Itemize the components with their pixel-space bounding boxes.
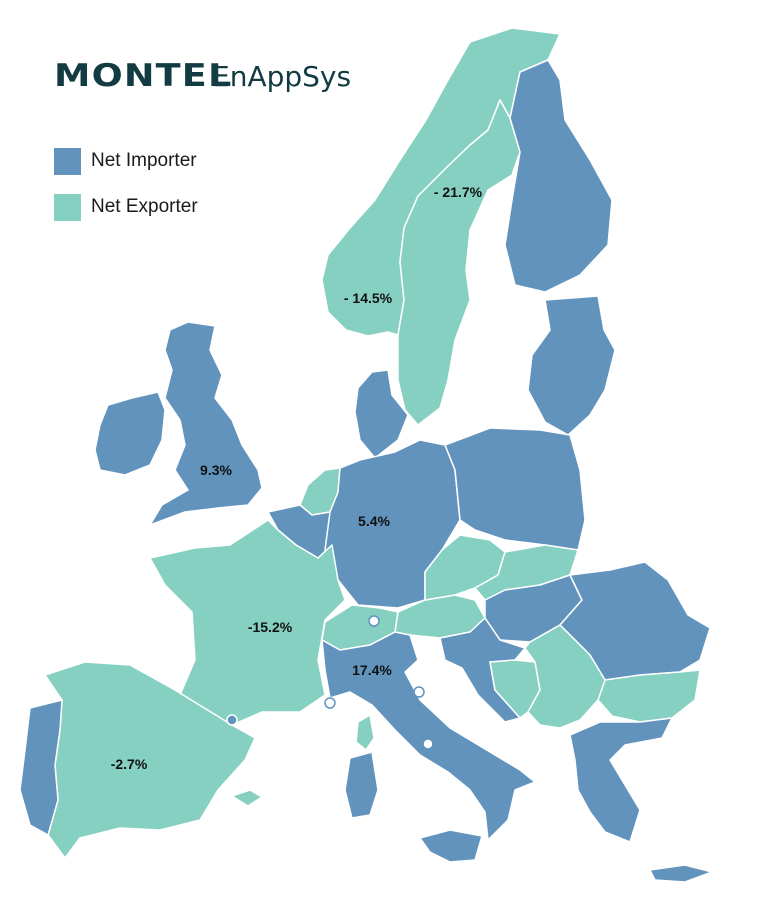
value-label-france: -15.2% <box>247 619 293 635</box>
logo-product: EnAppSys <box>212 60 352 93</box>
logo-brand: MONTEL <box>54 58 233 94</box>
region-greece-crete <box>649 864 713 883</box>
value-label-italy: 17.4% <box>352 662 392 678</box>
region-finland <box>504 59 613 293</box>
legend-label-exporter: Net Exporter <box>91 196 198 217</box>
interconnector-point <box>226 714 238 726</box>
value-label-spain: -2.7% <box>110 756 148 772</box>
interconnector-point <box>422 738 434 750</box>
region-greece <box>569 717 673 843</box>
montel-enappsys-logo: MONTEL EnAppSys <box>54 58 351 98</box>
region-italy <box>321 631 536 841</box>
value-label-uk: 9.3% <box>200 462 232 478</box>
region-france-corsica <box>355 714 375 751</box>
region-spain-balearics <box>231 789 263 807</box>
region-serbia <box>524 624 606 729</box>
legend: Net Importer Net Exporter <box>54 146 198 238</box>
region-denmark <box>354 369 409 459</box>
region-uk <box>149 321 263 526</box>
interconnector-point <box>324 697 336 709</box>
value-label-sweden: - 21.7% <box>433 184 483 200</box>
region-poland <box>444 427 586 551</box>
region-italy-sardinia <box>344 751 379 819</box>
interconnector-point <box>413 686 425 698</box>
value-label-germany: 5.4% <box>358 513 390 529</box>
region-baltics <box>527 295 616 436</box>
region-portugal <box>19 699 63 836</box>
value-label-norway: - 14.5% <box>343 290 393 306</box>
region-ireland <box>94 391 166 476</box>
region-italy-sicily <box>419 829 483 863</box>
importer-swatch <box>54 147 81 175</box>
exporter-swatch <box>54 193 81 221</box>
legend-item-importer: Net Importer <box>54 146 198 176</box>
legend-item-exporter: Net Exporter <box>54 192 198 222</box>
legend-label-importer: Net Importer <box>91 150 197 171</box>
interconnector-point <box>368 615 380 627</box>
region-bulgaria <box>597 669 701 723</box>
